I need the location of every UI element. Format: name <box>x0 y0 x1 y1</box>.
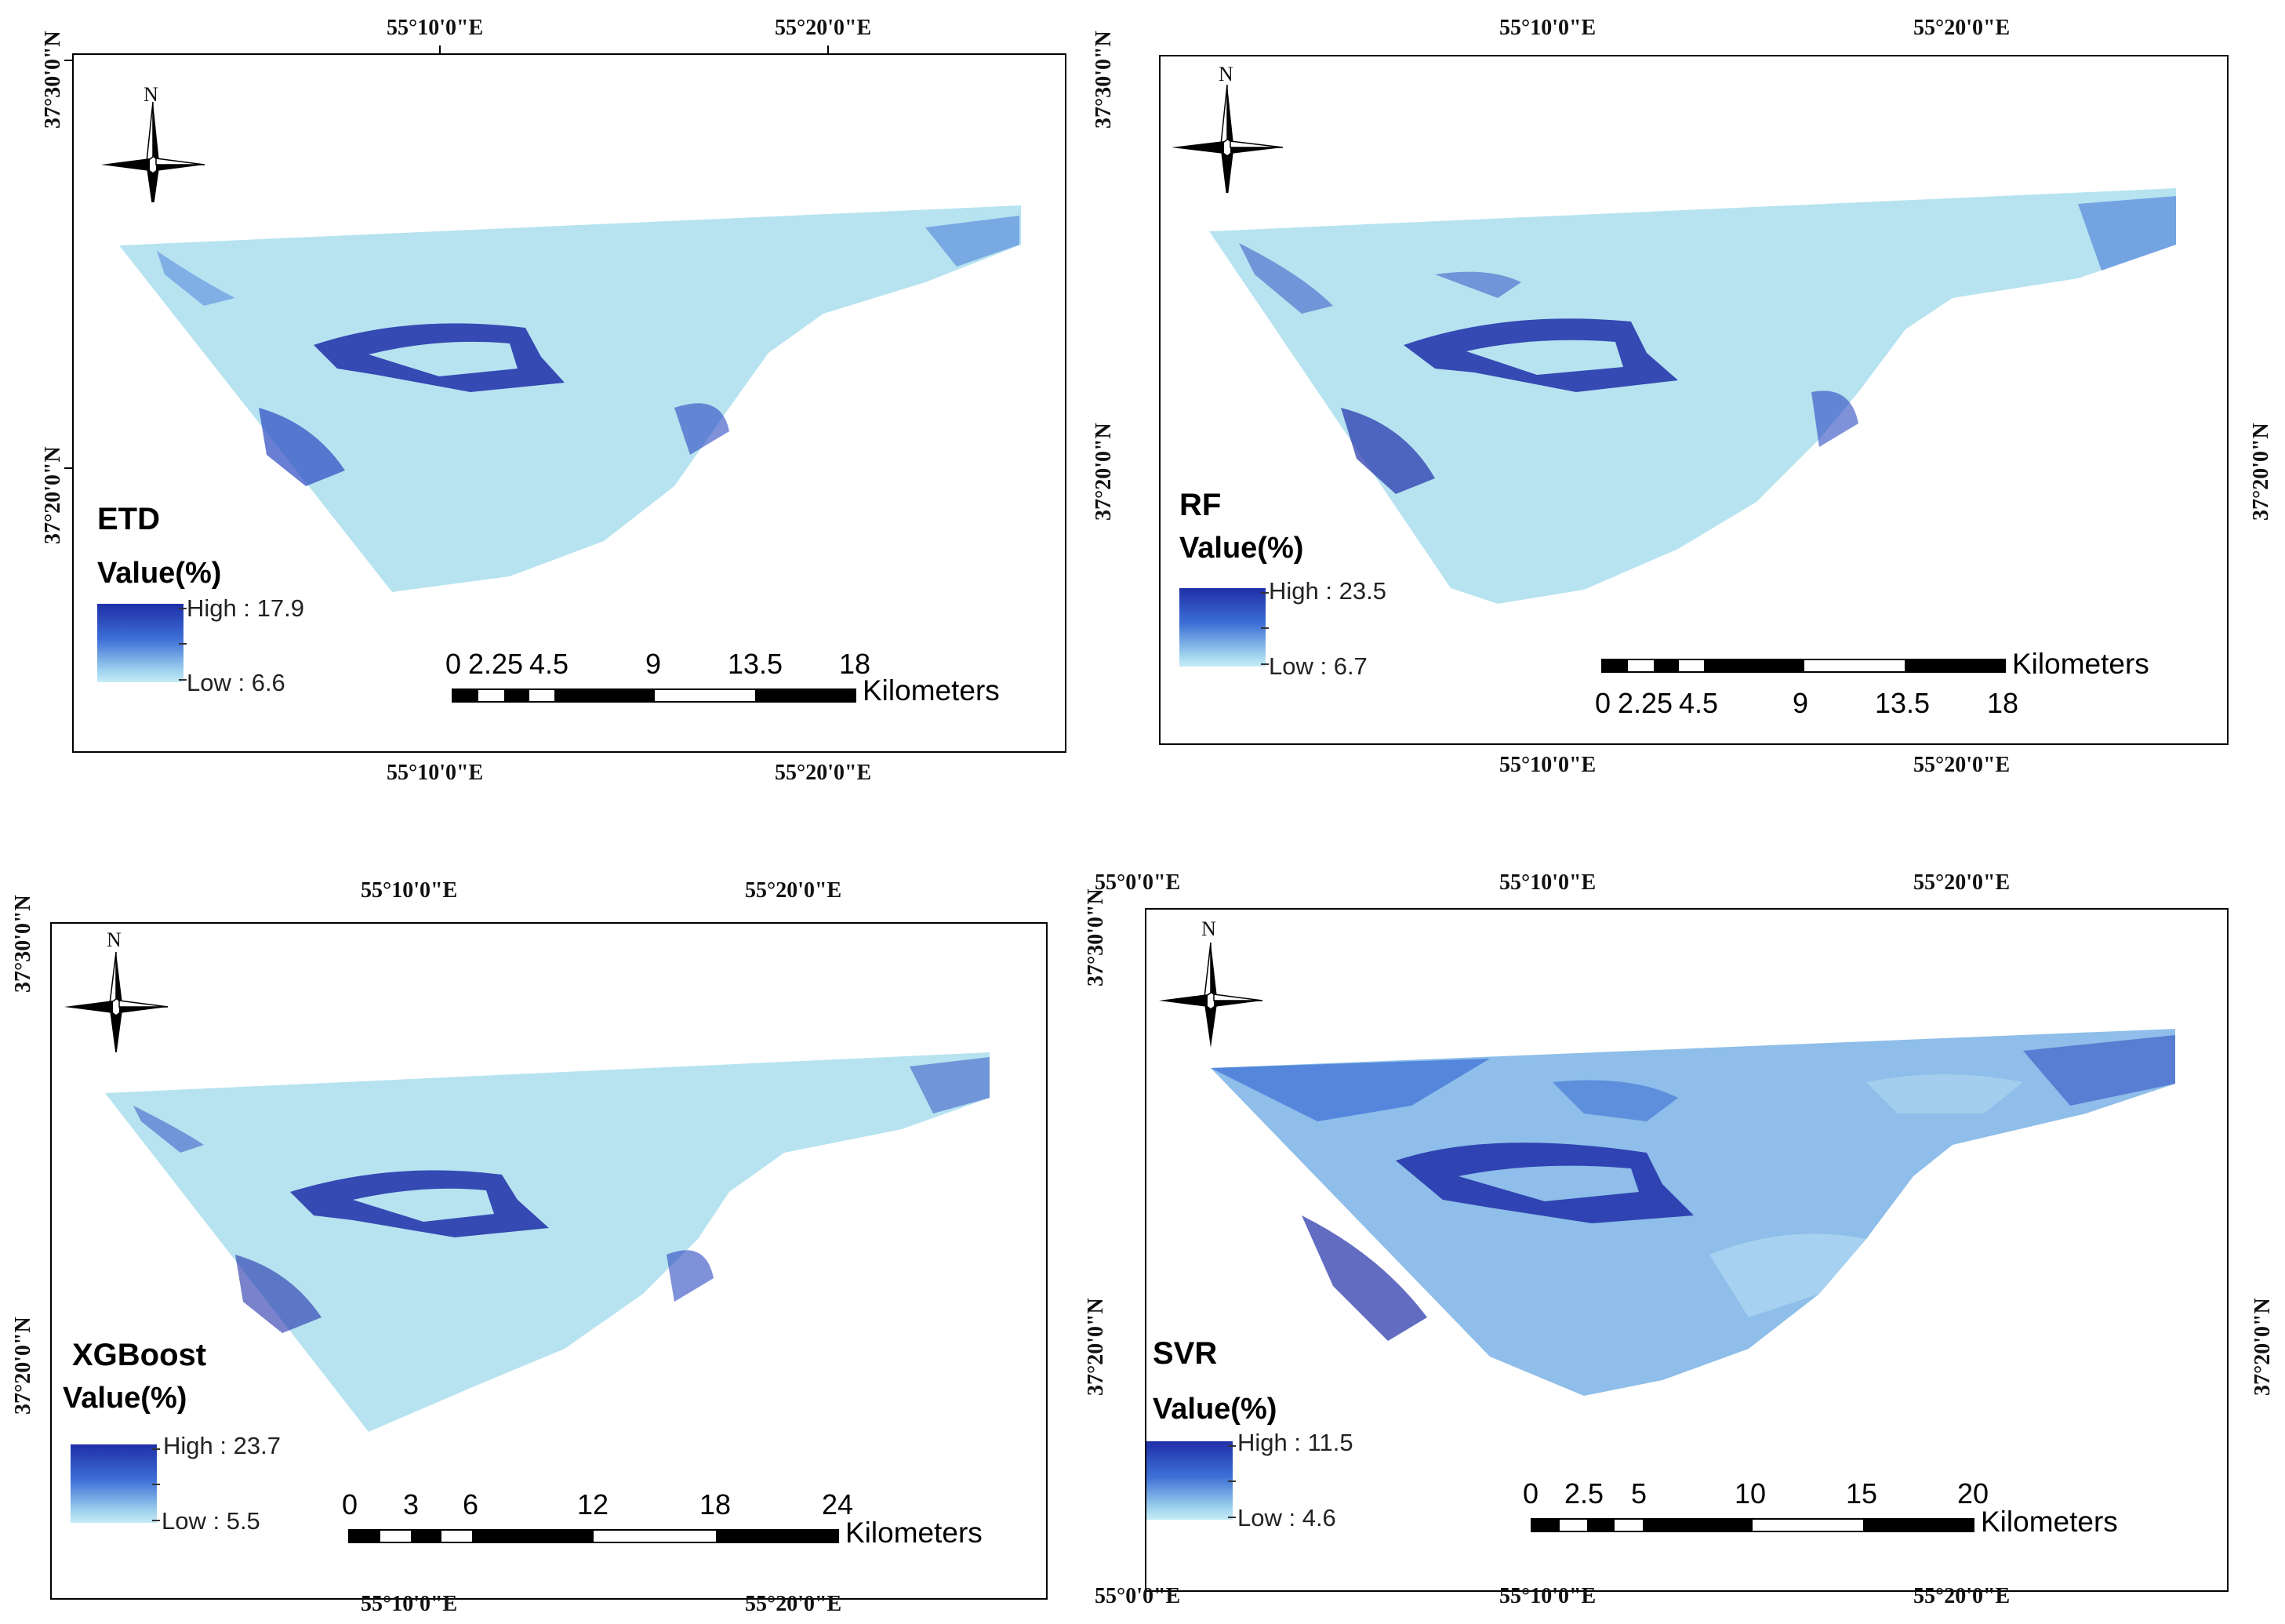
legend-low: Low : 4.6 <box>1237 1504 1336 1531</box>
value-label: Value(%) <box>1153 1393 1277 1426</box>
model-title: SVR <box>1153 1336 1218 1371</box>
north-arrow <box>101 101 205 202</box>
scale-label: 9 <box>1792 687 1809 719</box>
scale-label: 0 <box>445 648 462 680</box>
value-label: Value(%) <box>97 557 222 590</box>
north-letter: N <box>1219 63 1233 85</box>
legend-low: Low : 6.6 <box>187 669 285 696</box>
legend-color-ramp <box>71 1444 157 1523</box>
study-area-map <box>119 205 1021 592</box>
lon-label-bottom-10: 55°10'0"E <box>387 761 484 785</box>
scale-label: 3 <box>402 1488 420 1520</box>
legend-high: High : 23.7 <box>163 1432 281 1459</box>
lon-label-bottom-0: 55°0'0"E <box>1095 1584 1181 1608</box>
scale-label: 20 <box>1956 1477 1989 1510</box>
map-panel-rf: 55°10'0"E 55°20'0"E 37°30'0"N 37°20'0"N … <box>1082 0 2285 792</box>
study-area-map <box>1211 1029 2175 1396</box>
lon-label-top-20: 55°20'0"E <box>745 878 842 903</box>
scale-unit: Kilometers <box>863 674 1000 707</box>
scale-label: 2.25 <box>467 648 524 680</box>
lon-label-top-0: 55°0'0"E <box>1095 870 1181 895</box>
lon-label-bottom-20: 55°20'0"E <box>1913 753 2011 777</box>
legend-color-ramp <box>1146 1441 1233 1520</box>
lon-label-bottom-10: 55°10'0"E <box>361 1592 458 1616</box>
scale-label: 18 <box>699 1488 732 1520</box>
scale-label: 13.5 <box>727 648 783 680</box>
lon-label-bottom-10: 55°10'0"E <box>1499 1584 1597 1608</box>
lon-label-bottom-20: 55°20'0"E <box>745 1592 842 1616</box>
lon-label-bottom-20: 55°20'0"E <box>775 761 872 785</box>
lon-label-top-20: 55°20'0"E <box>775 16 872 40</box>
lon-label-top-20: 55°20'0"E <box>1913 870 2011 895</box>
lon-label-top-20: 55°20'0"E <box>1913 16 2011 40</box>
lon-label-bottom-10: 55°10'0"E <box>1499 753 1597 777</box>
model-title: ETD <box>97 502 160 536</box>
scale-label: 0 <box>341 1488 358 1520</box>
scale-label: 18 <box>838 648 871 680</box>
scale-bar <box>1601 659 2006 673</box>
scale-label: 18 <box>1986 687 2019 719</box>
scale-bar <box>452 688 856 703</box>
scale-label: 9 <box>645 648 662 680</box>
scale-unit: Kilometers <box>845 1517 983 1549</box>
lon-label-top-10: 55°10'0"E <box>1499 870 1597 895</box>
scale-label: 2.25 <box>1617 687 1673 719</box>
scale-label: 10 <box>1734 1477 1767 1510</box>
north-letter: N <box>143 83 158 106</box>
study-area-map <box>105 1052 990 1432</box>
scale-label: 4.5 <box>1678 687 1719 719</box>
lon-label-top-10: 55°10'0"E <box>387 16 484 40</box>
legend-high: High : 23.5 <box>1269 577 1386 605</box>
legend-low: Low : 6.7 <box>1269 652 1368 680</box>
scale-label: 15 <box>1845 1477 1878 1510</box>
value-label: Value(%) <box>63 1382 187 1415</box>
north-arrow <box>1159 942 1263 1048</box>
north-letter: N <box>1201 917 1216 940</box>
north-arrow <box>64 951 169 1052</box>
model-title: RF <box>1179 488 1222 522</box>
scale-unit: Kilometers <box>2012 648 2149 680</box>
lon-label-bottom-20: 55°20'0"E <box>1913 1584 2011 1608</box>
scale-bar <box>1531 1518 1974 1532</box>
map-panel-svr: 55°0'0"E 55°10'0"E 55°20'0"E 37°30'0"N 3… <box>1082 847 2285 1624</box>
scale-label: 12 <box>576 1488 609 1520</box>
lon-label-top-10: 55°10'0"E <box>1499 16 1597 40</box>
model-title: XGBoost <box>72 1338 207 1372</box>
north-letter: N <box>107 928 122 951</box>
legend-high: High : 17.9 <box>187 594 304 622</box>
scale-label: 0 <box>1594 687 1611 719</box>
scale-label: 4.5 <box>529 648 569 680</box>
legend-high: High : 11.5 <box>1237 1429 1353 1456</box>
map-panel-etd: 55°10'0"E 55°20'0"E 37°30'0"N 37°20'0"N … <box>0 0 1121 792</box>
lon-label-top-10: 55°10'0"E <box>361 878 458 903</box>
legend-low: Low : 5.5 <box>162 1507 260 1535</box>
map-panel-xgboost: 55°10'0"E 55°20'0"E 37°30'0"N 37°20'0"N … <box>0 847 1098 1624</box>
legend-color-ramp <box>1179 588 1266 667</box>
study-area-map <box>1209 188 2176 604</box>
scale-bar <box>348 1529 839 1543</box>
scale-label: 13.5 <box>1874 687 1931 719</box>
scale-label: 2.5 <box>1564 1477 1604 1510</box>
scale-label: 24 <box>821 1488 854 1520</box>
scale-unit: Kilometers <box>1981 1506 2118 1538</box>
north-arrow <box>1172 84 1284 193</box>
value-label: Value(%) <box>1179 532 1304 565</box>
legend-color-ramp <box>97 604 183 682</box>
scale-label: 6 <box>462 1488 479 1520</box>
scale-label: 5 <box>1630 1477 1647 1510</box>
scale-label: 0 <box>1522 1477 1539 1510</box>
